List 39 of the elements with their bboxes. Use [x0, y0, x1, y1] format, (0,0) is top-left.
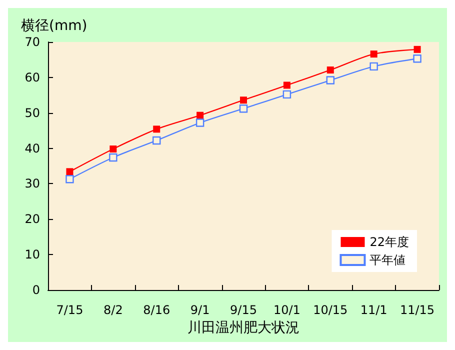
x-tick-label: 9/15: [230, 303, 257, 317]
x-tick-label: 7/15: [56, 303, 84, 317]
x-tick-label: 11/15: [400, 303, 435, 317]
point: [282, 90, 292, 99]
point: [326, 76, 334, 84]
point: [66, 168, 74, 176]
y-tick-label: 60: [24, 70, 40, 84]
point: [370, 50, 378, 58]
point: [326, 66, 334, 74]
point: [240, 96, 247, 104]
point: [414, 46, 421, 53]
point: [152, 136, 161, 145]
x-tick-label: 11/1: [360, 303, 388, 317]
point: [66, 175, 74, 184]
point: [153, 126, 160, 133]
point: [110, 145, 117, 152]
legend-label: 22年度: [370, 235, 410, 249]
y-tick-label: 50: [24, 106, 40, 120]
y-tick-label: 70: [24, 35, 40, 49]
y-axis-title: 横径(mm): [21, 18, 88, 34]
x-tick-label: 9/1: [190, 303, 210, 317]
y-tick-label: 20: [24, 212, 40, 226]
x-tick-label: 10/1: [273, 303, 300, 317]
point: [196, 112, 204, 119]
point: [413, 54, 422, 63]
point: [196, 118, 204, 127]
point: [109, 153, 118, 162]
point: [239, 104, 248, 113]
x-tick-label: 8/2: [104, 303, 123, 317]
point: [370, 62, 378, 71]
x-tick-label: 8/16: [143, 303, 170, 317]
y-tick-label: 30: [24, 176, 40, 191]
legend-label: 平年値: [370, 253, 406, 267]
y-tick-label: 0: [32, 283, 40, 297]
y-tick-label: 40: [24, 141, 40, 156]
x-axis-title: 川田温州肥大状況: [188, 320, 300, 336]
x-tick-label: 10/15: [313, 303, 348, 317]
point: [283, 82, 290, 89]
y-tick-label: 10: [24, 248, 40, 262]
